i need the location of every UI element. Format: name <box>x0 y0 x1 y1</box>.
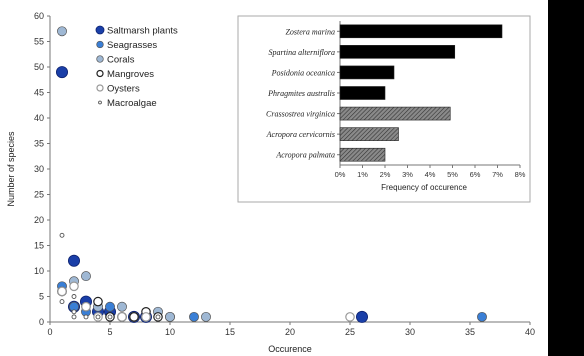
macroalgae-point <box>60 233 64 237</box>
legend-label-oysters: Oysters <box>107 84 140 95</box>
x-tick-label: 25 <box>345 327 355 337</box>
y-tick-label: 30 <box>34 164 44 174</box>
y-tick-label: 40 <box>34 113 44 123</box>
inset-bar <box>340 148 385 161</box>
y-tick-label: 35 <box>34 139 44 149</box>
legend-label-corals: Corals <box>107 55 135 66</box>
inset-category-label: Zostera marina <box>285 27 335 36</box>
y-axis-title: Number of species <box>6 131 16 207</box>
inset-bar <box>340 25 502 38</box>
inset-bar-chart: Zostera marina Spartina alterniflora Posid… <box>238 16 530 202</box>
y-tick-label: 50 <box>34 62 44 72</box>
x-tick-label: 30 <box>405 327 415 337</box>
oysters-point <box>82 303 90 311</box>
inset-x-tick-label: 7% <box>492 170 503 179</box>
macroalgae-point <box>72 315 76 319</box>
mangroves-point <box>94 297 102 305</box>
legend-label-saltmarsh-plants: Saltmarsh plants <box>107 26 178 37</box>
x-tick-label: 15 <box>225 327 235 337</box>
y-tick-label: 10 <box>34 266 44 276</box>
inset-x-tick-label: 1% <box>357 170 368 179</box>
legend-marker-macroalgae <box>99 101 102 104</box>
oysters-point <box>118 313 126 321</box>
y-tick-label: 15 <box>34 241 44 251</box>
macroalgae-point <box>60 300 64 304</box>
legend-marker-corals <box>97 56 104 63</box>
legend-label-seagrasses: Seagrasses <box>107 40 157 51</box>
macroalgae-point <box>84 315 88 319</box>
corals-point <box>201 312 210 321</box>
inset-x-axis-title: Frequency of occurence <box>381 183 467 192</box>
y-tick-label: 5 <box>39 292 44 302</box>
seagrasses-point <box>477 312 486 321</box>
x-tick-label: 40 <box>525 327 535 337</box>
inset-bar <box>340 45 455 58</box>
inset-category-label: Acropora palmata <box>275 151 335 160</box>
inset-bar <box>340 87 385 100</box>
inset-category-label: Posidonia oceanica <box>271 68 335 77</box>
seagrasses-point <box>189 312 198 321</box>
macroalgae-point <box>156 315 160 319</box>
inset-bar <box>340 66 394 79</box>
macroalgae-point <box>72 295 76 299</box>
inset-category-label: Phragmites australis <box>267 89 335 98</box>
x-tick-label: 10 <box>165 327 175 337</box>
inset-x-tick-label: 4% <box>425 170 436 179</box>
y-tick-label: 45 <box>34 88 44 98</box>
inset-category-label: Crassostrea virginica <box>266 110 335 119</box>
legend-marker-saltmarsh-plants <box>96 26 104 34</box>
legend-marker-mangroves <box>97 70 103 76</box>
corals-point <box>117 302 126 311</box>
inset-bar <box>340 128 399 141</box>
y-tick-label: 60 <box>34 11 44 21</box>
corals-point <box>57 27 66 36</box>
x-tick-label: 20 <box>285 327 295 337</box>
mangroves-point <box>130 313 138 321</box>
oysters-point <box>142 313 150 321</box>
saltmarsh-plants-point <box>356 311 367 322</box>
inset-x-tick-label: 0% <box>335 170 346 179</box>
y-tick-label: 0 <box>39 317 44 327</box>
oysters-point <box>70 282 78 290</box>
x-tick-label: 0 <box>47 327 52 337</box>
corals-point <box>81 272 90 281</box>
oysters-point <box>346 313 354 321</box>
seagrasses-point <box>105 302 114 311</box>
y-tick-label: 25 <box>34 190 44 200</box>
legend-label-macroalgae: Macroalgae <box>107 98 157 109</box>
saltmarsh-plants-point <box>68 255 79 266</box>
inset-x-tick-label: 8% <box>515 170 526 179</box>
inset-x-tick-label: 5% <box>447 170 458 179</box>
macroalgae-point <box>108 315 112 319</box>
inset-bar <box>340 107 450 120</box>
corals-point <box>165 312 174 321</box>
inset-category-label: Acropora cervicornis <box>266 130 335 139</box>
x-axis-title: Occurence <box>268 344 312 354</box>
inset-x-tick-label: 3% <box>402 170 413 179</box>
oysters-point <box>58 287 66 295</box>
legend: Saltmarsh plants Seagrasses Corals Mangrove… <box>96 26 178 110</box>
y-tick-label: 20 <box>34 215 44 225</box>
inset-category-label: Spartina alterniflora <box>269 48 335 57</box>
macroalgae-point <box>72 310 76 314</box>
inset-x-tick-label: 6% <box>470 170 481 179</box>
legend-marker-seagrasses <box>97 41 104 48</box>
legend-label-mangroves: Mangroves <box>107 69 154 80</box>
saltmarsh-plants-point <box>56 67 67 78</box>
macroalgae-point <box>96 315 100 319</box>
x-tick-label: 5 <box>107 327 112 337</box>
inset-x-tick-label: 2% <box>380 170 391 179</box>
y-tick-label: 55 <box>34 37 44 47</box>
legend-marker-oysters <box>97 85 103 91</box>
x-tick-label: 35 <box>465 327 475 337</box>
